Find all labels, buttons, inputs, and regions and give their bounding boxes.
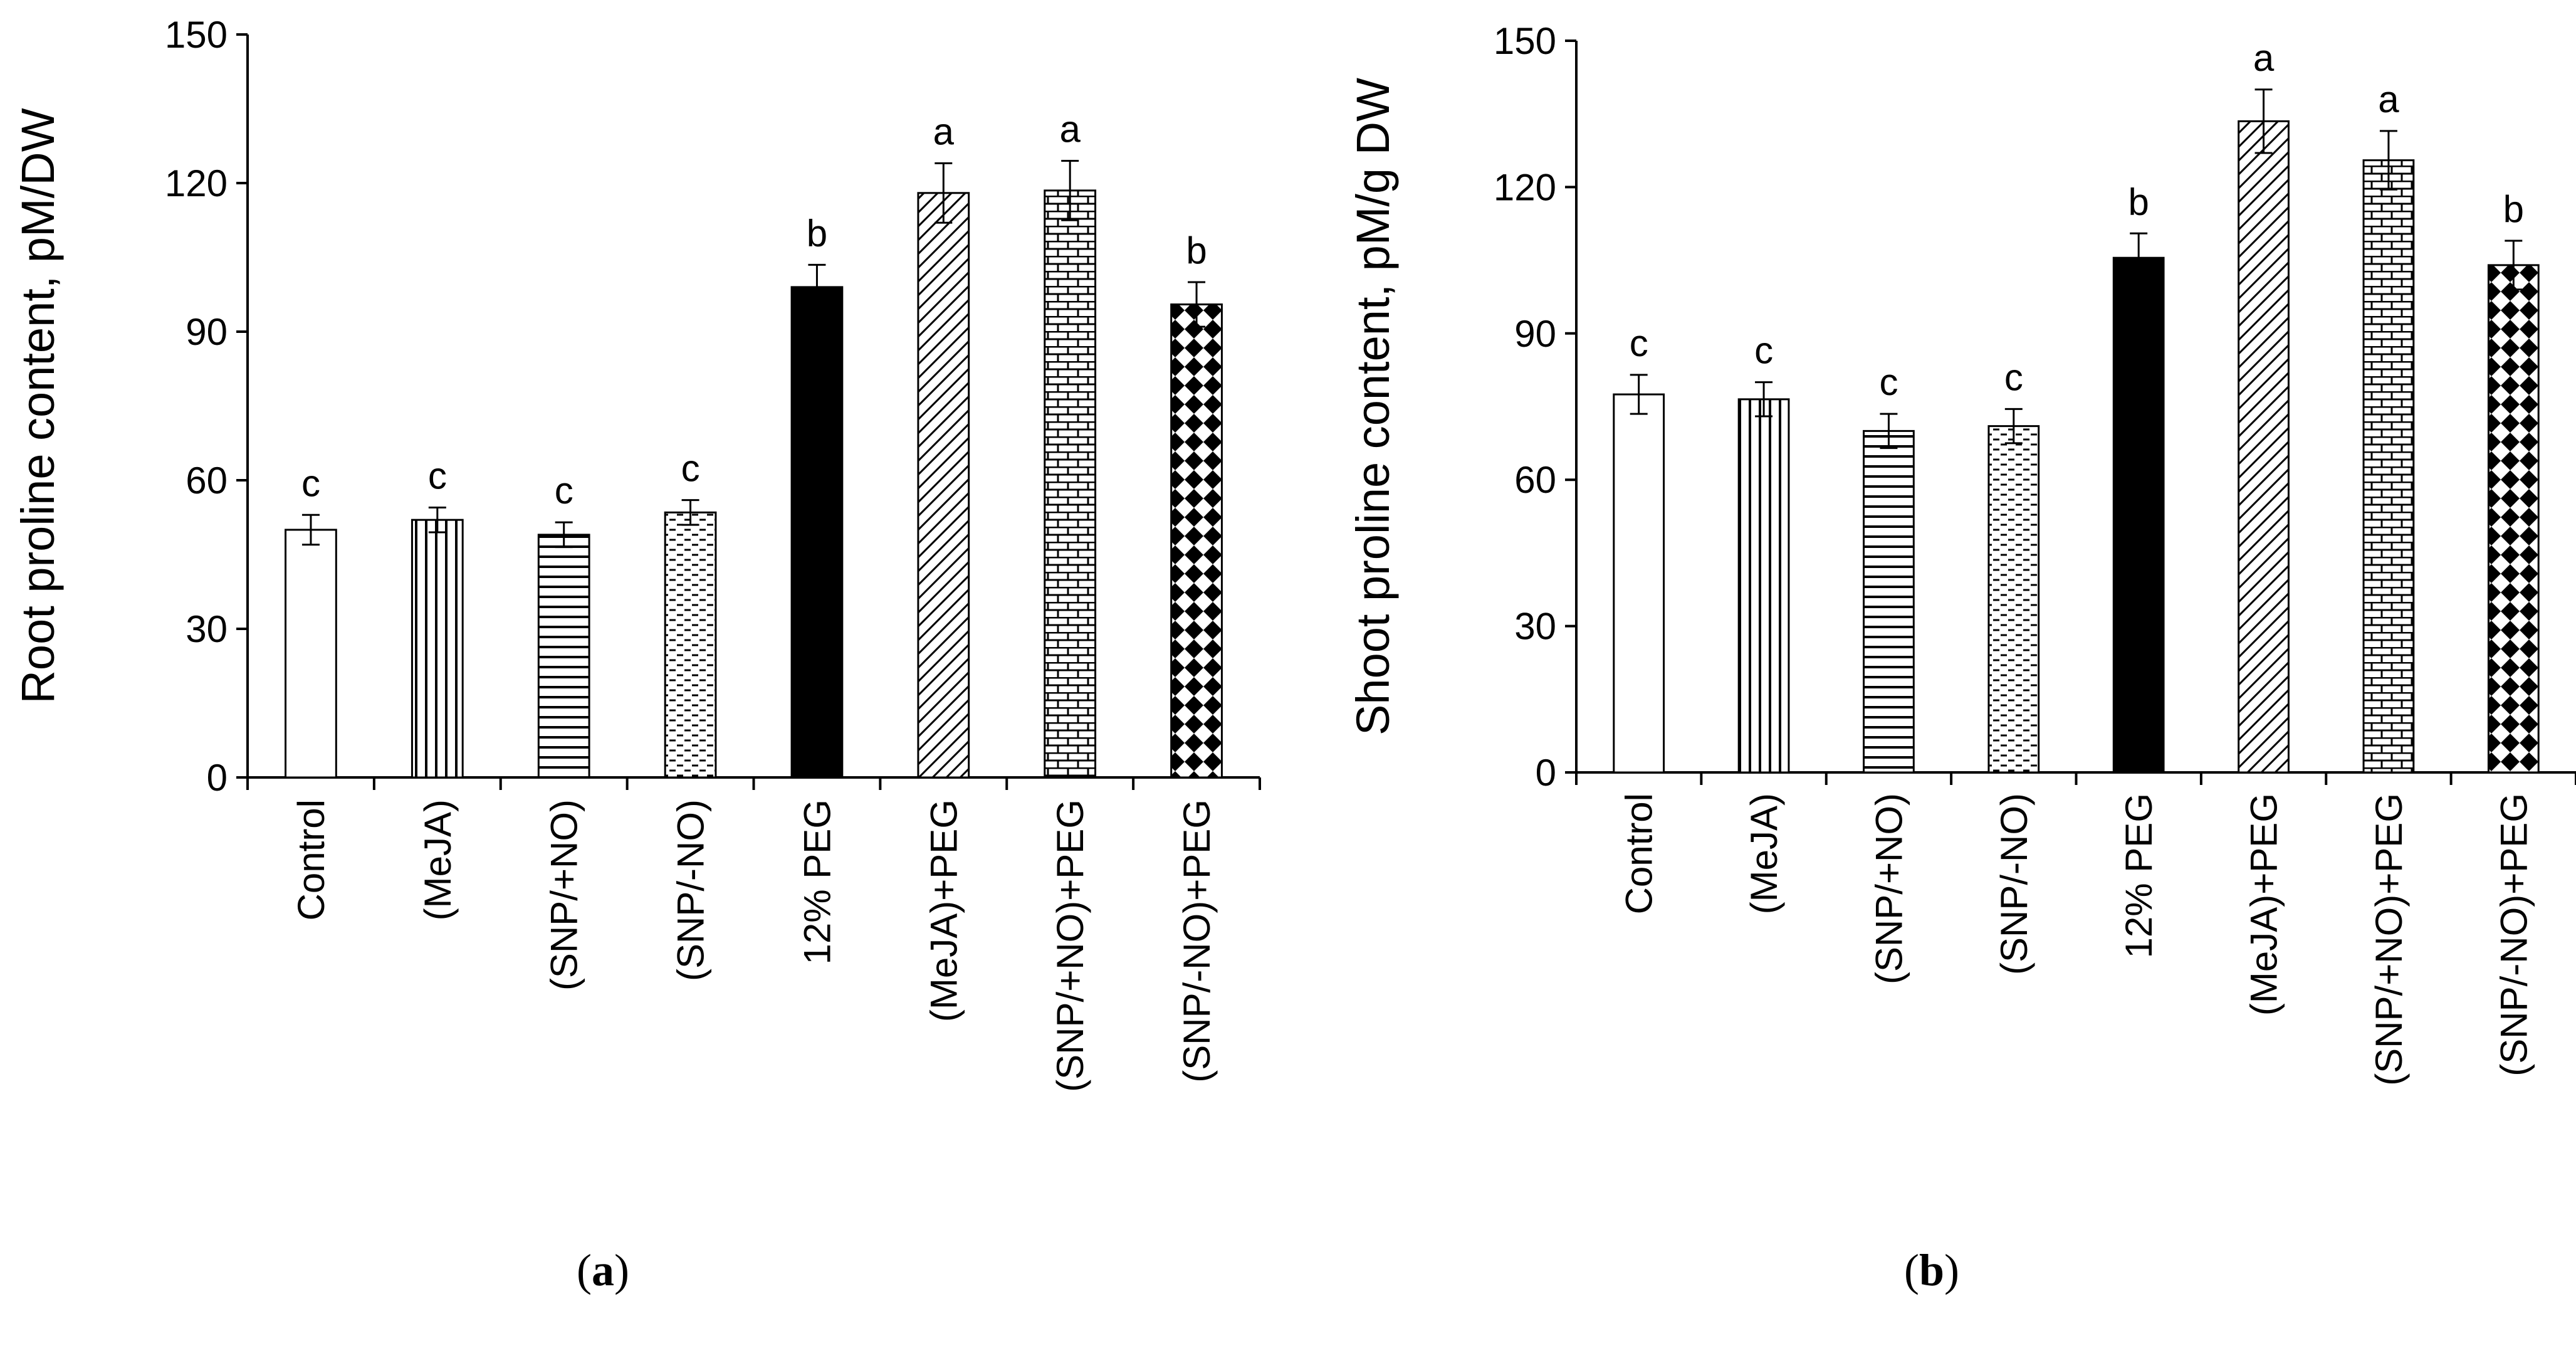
category-label: Control (290, 799, 332, 920)
category-label: 12% PEG (2118, 793, 2160, 958)
bar (1737, 398, 1790, 774)
significance-letter: b (1186, 229, 1207, 271)
significance-letter: c (681, 448, 700, 490)
bar (1170, 303, 1223, 779)
bar (2487, 264, 2540, 774)
significance-letter: c (301, 462, 320, 504)
category-label: (SNP/+NO)+PEG (1049, 799, 1091, 1092)
significance-letter: c (1754, 330, 1773, 372)
significance-letter: c (428, 455, 447, 497)
y-tick-label: 30 (1514, 606, 1556, 648)
chart-panel-a: 0 30 60 90 120 150 Root proline content, pM/DW… (12, 14, 1261, 1092)
y-tick-label: 120 (165, 162, 228, 204)
y-tick-label: 60 (1514, 459, 1556, 501)
y-axis-title: Shoot proline content, pM/g DW (1347, 78, 1399, 735)
category-label: (SNP/+NO) (543, 799, 585, 991)
bar (537, 534, 590, 779)
significance-letter: a (1060, 108, 1081, 150)
category-label: (SNP/+NO)+PEG (2368, 793, 2410, 1086)
bar (664, 511, 717, 779)
category-label: 12% PEG (796, 799, 838, 964)
bar (790, 286, 844, 779)
y-tick-label: 90 (186, 311, 228, 353)
significance-letter: c (1630, 322, 1648, 364)
bar (1863, 429, 1915, 774)
y-tick-label: 0 (1536, 752, 1556, 794)
bar (2112, 256, 2165, 774)
y-tick-label: 90 (1514, 313, 1556, 355)
category-label: (SNP/-NO)+PEG (1176, 799, 1218, 1083)
bar (1987, 425, 2040, 774)
category-label: (SNP/-NO) (670, 799, 712, 981)
bar (411, 518, 464, 779)
significance-letter: a (2253, 37, 2275, 79)
bar (2362, 159, 2415, 774)
category-label: (MeJA)+PEG (923, 799, 965, 1022)
category-label: (MeJA) (417, 799, 459, 920)
category-label: Control (1618, 793, 1660, 914)
category-label: (MeJA)+PEG (2243, 793, 2285, 1016)
category-label: (SNP/-NO) (1993, 793, 2035, 975)
significance-letter: b (807, 212, 827, 254)
bar (917, 192, 970, 779)
y-tick-label: 60 (186, 460, 228, 502)
significance-letter: a (933, 110, 955, 152)
category-label: (SNP/+NO) (1868, 793, 1910, 984)
y-tick-label: 150 (1494, 20, 1556, 62)
bar (1044, 189, 1097, 779)
y-tick-label: 120 (1494, 166, 1556, 208)
significance-letter: c (1879, 361, 1898, 403)
significance-letter: c (2004, 356, 2023, 398)
significance-letter: c (555, 470, 573, 512)
significance-letter: b (2503, 188, 2524, 230)
y-axis-title: Root proline content, pM/DW (12, 108, 64, 703)
chart-panel-b: 0 30 60 90 120 150 Shoot proline content, pM/g… (1347, 20, 2576, 1086)
panel-caption-a: (a) (577, 1245, 629, 1295)
y-tick-label: 0 (207, 757, 228, 799)
significance-letter: a (2378, 78, 2399, 120)
bar (285, 529, 337, 779)
y-tick-label: 150 (165, 14, 228, 56)
bar (2238, 120, 2290, 774)
bar (1613, 393, 1665, 774)
category-label: (MeJA) (1743, 793, 1785, 914)
panel-caption-b: (b) (1904, 1245, 1959, 1295)
y-tick-label: 30 (186, 608, 228, 650)
category-label: (SNP/-NO)+PEG (2493, 793, 2535, 1076)
significance-letter: b (2128, 181, 2149, 223)
